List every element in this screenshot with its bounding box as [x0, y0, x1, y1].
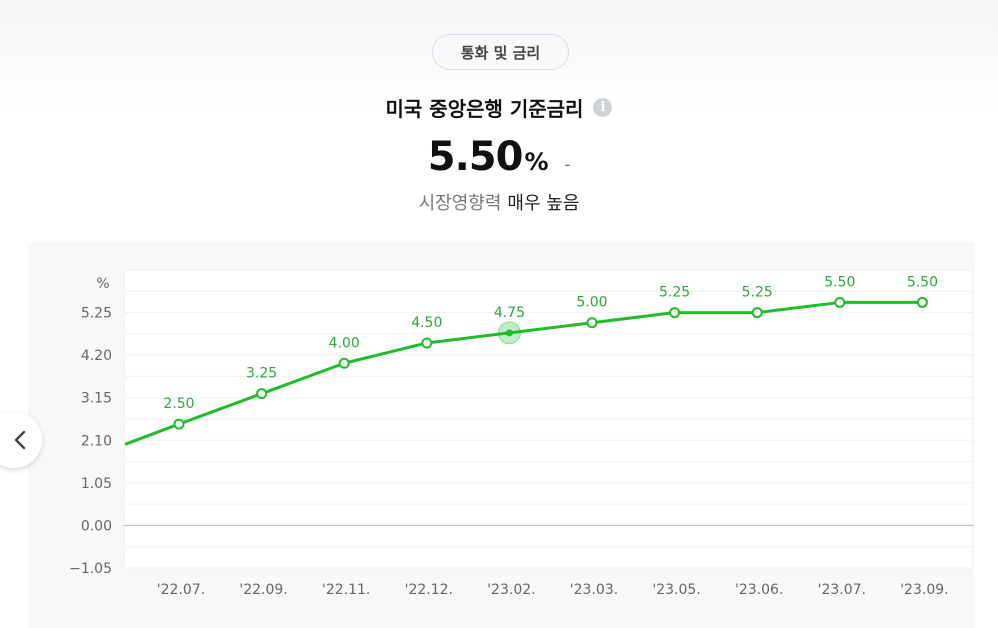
data-point: [421, 337, 433, 349]
data-label: 5.00: [576, 295, 607, 311]
y-tick-label: −1.05: [69, 561, 112, 577]
data-point: [338, 357, 350, 369]
value-unit: %: [524, 148, 549, 176]
data-point: [916, 296, 928, 308]
data-label: 5.50: [824, 274, 855, 290]
x-tick-label: '22.12.: [405, 582, 453, 598]
current-value: 5.50: [427, 134, 524, 180]
chevron-left-icon: [14, 430, 26, 450]
info-icon[interactable]: i: [593, 97, 613, 117]
data-label: 5.50: [907, 274, 938, 290]
y-axis-unit: %: [96, 276, 109, 292]
x-tick-label: '23.07.: [818, 582, 866, 598]
data-label: 5.25: [742, 285, 773, 301]
data-label: 3.25: [246, 366, 277, 382]
influence-value: 매우 높음: [507, 193, 580, 214]
data-label: 4.00: [329, 335, 360, 351]
x-tick-label: '23.03.: [570, 582, 618, 598]
x-tick-label: '22.11.: [322, 582, 370, 598]
data-point: [834, 296, 846, 308]
market-influence-row: 시장영향력 매우 높음: [0, 188, 998, 216]
category-tag[interactable]: 통화 및 금리: [432, 34, 569, 70]
y-tick-label: 2.10: [81, 433, 112, 449]
data-label: 2.50: [163, 396, 194, 412]
x-tick-label: '22.09.: [239, 582, 287, 598]
x-tick-label: '23.02.: [487, 582, 535, 598]
title-row: 미국 중앙은행 기준금리 i: [0, 90, 998, 124]
value-change: -: [564, 155, 571, 174]
data-label: 4.50: [411, 315, 442, 331]
data-point: [586, 317, 598, 329]
x-tick-label: '23.09.: [900, 582, 948, 598]
current-value-row: 5.50 % -: [0, 134, 998, 190]
data-point: [173, 418, 185, 430]
x-tick-label: '23.06.: [735, 582, 783, 598]
data-point: [669, 307, 681, 319]
data-point: [505, 329, 513, 337]
y-tick-label: 3.15: [81, 391, 112, 407]
y-tick-label: 0.00: [81, 518, 112, 534]
x-tick-label: '23.05.: [652, 582, 700, 598]
data-label: 5.25: [659, 285, 690, 301]
y-tick-label: 1.05: [81, 476, 112, 492]
x-tick-label: '22.07.: [157, 582, 205, 598]
y-tick-label: 4.20: [81, 348, 112, 364]
influence-label: 시장영향력: [418, 193, 502, 214]
page-title: 미국 중앙은행 기준금리: [385, 96, 584, 121]
data-label: 4.75: [494, 305, 525, 321]
data-point: [751, 307, 763, 319]
data-point: [256, 388, 268, 400]
y-tick-label: 5.25: [81, 306, 112, 322]
